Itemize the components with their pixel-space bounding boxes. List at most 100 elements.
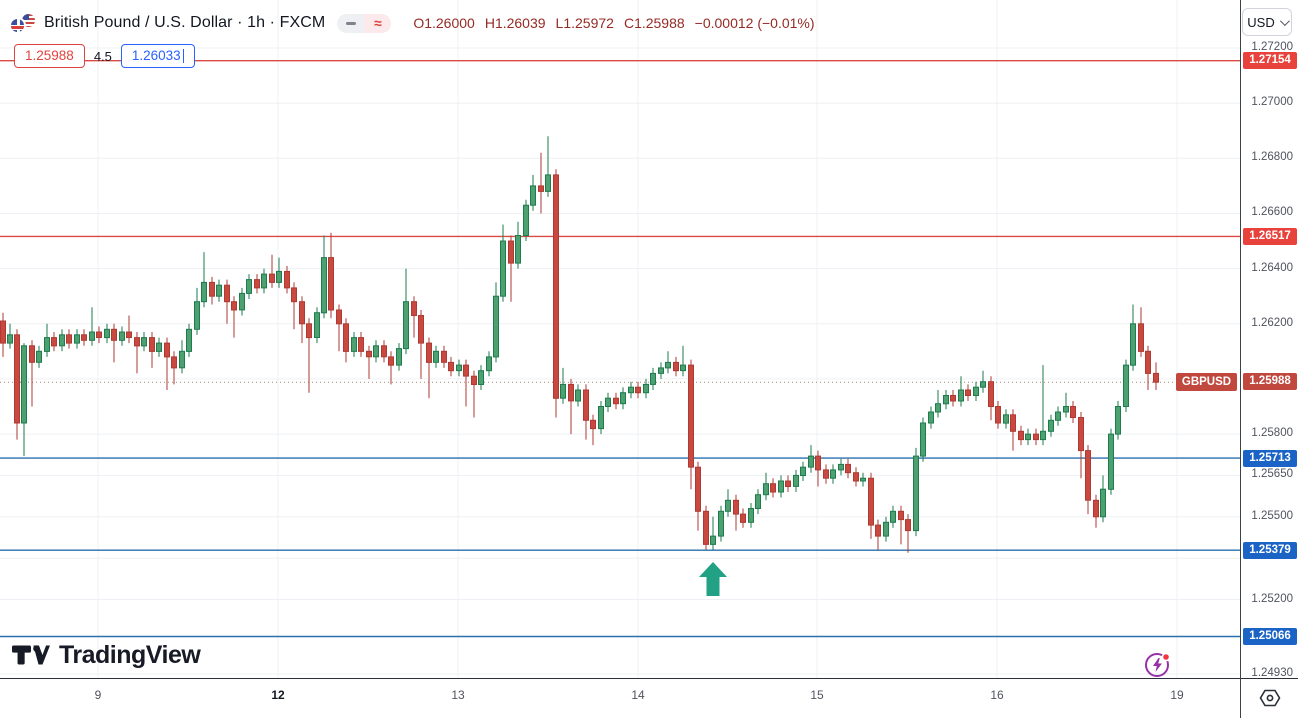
currency-label: USD bbox=[1247, 14, 1275, 30]
buy-signal-arrow-icon[interactable] bbox=[699, 562, 727, 596]
candle-down bbox=[1070, 401, 1076, 423]
candle-up bbox=[935, 390, 941, 418]
chevron-down-icon bbox=[1279, 15, 1290, 26]
candle-up bbox=[1100, 475, 1106, 523]
price-axis-label: 1.27000 bbox=[1251, 96, 1293, 109]
currency-dropdown[interactable]: USD bbox=[1242, 8, 1292, 36]
candle-up bbox=[239, 287, 245, 316]
stop-price-box[interactable]: 1.25988 bbox=[14, 44, 85, 68]
candle-down bbox=[1145, 345, 1151, 390]
ohlc-low: L1.25972 bbox=[555, 15, 614, 31]
price-level-badge[interactable]: 1.25066 bbox=[1243, 627, 1297, 645]
last-price-badge[interactable]: 1.25988 bbox=[1243, 373, 1297, 391]
candle-up bbox=[725, 489, 731, 517]
gb-flag-icon bbox=[10, 18, 25, 33]
candle-down bbox=[1093, 494, 1099, 528]
candle-down bbox=[134, 332, 140, 374]
price-axis-label: 1.25500 bbox=[1251, 509, 1293, 522]
candle-up bbox=[665, 351, 671, 374]
candle-down bbox=[635, 381, 641, 399]
candle-up bbox=[1130, 304, 1136, 371]
candle-up bbox=[44, 323, 50, 357]
candle-down bbox=[463, 359, 469, 407]
candle-down bbox=[1138, 307, 1144, 357]
candle-down bbox=[209, 276, 215, 305]
price-axis-label: 1.26200 bbox=[1251, 316, 1293, 329]
candle-up bbox=[261, 268, 267, 294]
axis-settings-corner[interactable] bbox=[1240, 678, 1298, 718]
minus-icon[interactable] bbox=[337, 13, 365, 33]
candle-down bbox=[381, 340, 387, 363]
candle-down bbox=[224, 279, 230, 324]
candle-down bbox=[868, 472, 874, 539]
candle-down bbox=[1153, 362, 1159, 390]
candle-down bbox=[328, 232, 334, 319]
candle-up bbox=[515, 221, 521, 269]
candle-up bbox=[928, 406, 934, 429]
candle-down bbox=[1033, 428, 1039, 446]
candle-up bbox=[575, 384, 581, 407]
candlestick-chart[interactable] bbox=[0, 0, 1240, 678]
candle-down bbox=[875, 519, 881, 550]
candle-up bbox=[883, 516, 889, 542]
approx-icon[interactable]: ≈ bbox=[364, 13, 392, 33]
candle-up bbox=[1048, 414, 1054, 437]
candle-down bbox=[695, 461, 701, 531]
candle-down bbox=[418, 310, 424, 379]
candle-up bbox=[830, 464, 836, 484]
time-axis[interactable]: 9 12 13 14 15 16 19 bbox=[0, 678, 1298, 718]
candle-down bbox=[306, 318, 312, 393]
candle-up bbox=[186, 323, 192, 357]
candle-up bbox=[478, 365, 484, 390]
price-level-badge[interactable]: 1.27154 bbox=[1243, 52, 1297, 70]
price-level-badge[interactable]: 1.25713 bbox=[1243, 449, 1297, 467]
candle-up bbox=[321, 235, 327, 319]
ohlc-open: O1.26000 bbox=[413, 15, 475, 31]
candle-down bbox=[590, 414, 596, 446]
candle-down bbox=[853, 467, 859, 487]
candle-up bbox=[7, 323, 13, 349]
candle-down bbox=[171, 351, 177, 385]
candle-up bbox=[890, 505, 896, 528]
candle-up bbox=[980, 370, 986, 393]
candle-down bbox=[553, 169, 559, 418]
candle-down bbox=[568, 378, 574, 435]
spread-value: 4.5 bbox=[93, 48, 112, 64]
candle-down bbox=[366, 345, 372, 379]
candle-down bbox=[29, 340, 35, 407]
time-axis-label: 15 bbox=[810, 688, 824, 702]
candle-up bbox=[373, 340, 379, 363]
candle-down bbox=[448, 356, 454, 377]
ticker-chip[interactable]: GBPUSD bbox=[1176, 373, 1237, 392]
candle-up bbox=[21, 343, 27, 457]
candle-up bbox=[493, 282, 499, 363]
candle-down bbox=[965, 384, 971, 401]
limit-price-box[interactable]: 1.26033 bbox=[120, 44, 195, 68]
candle-up bbox=[620, 387, 626, 410]
flash-icon[interactable] bbox=[1143, 649, 1173, 684]
candle-up bbox=[486, 351, 492, 377]
candle-down bbox=[299, 296, 305, 344]
candle-down bbox=[950, 390, 956, 407]
candle-up bbox=[156, 337, 162, 357]
candle-up bbox=[793, 469, 799, 492]
candle-down bbox=[905, 514, 911, 553]
time-axis-label: 16 bbox=[990, 688, 1004, 702]
candle-up bbox=[838, 458, 844, 476]
price-level-badge[interactable]: 1.25379 bbox=[1243, 541, 1297, 559]
price-axis-label: 1.24930 bbox=[1251, 666, 1293, 679]
price-level-badge[interactable]: 1.26517 bbox=[1243, 227, 1297, 245]
candle-down bbox=[823, 464, 829, 484]
ohlc-high: H1.26039 bbox=[484, 15, 546, 31]
time-axis-label: 12 bbox=[271, 688, 285, 702]
candle-down bbox=[426, 337, 432, 399]
tradingview-logo[interactable]: TradingView bbox=[12, 640, 201, 670]
price-axis-label: 1.27200 bbox=[1251, 41, 1293, 53]
candle-up bbox=[36, 345, 42, 368]
candle-down bbox=[111, 323, 117, 363]
price-axis[interactable]: 1.27200 1.27000 1.26800 1.26600 1.26400 1.262… bbox=[1240, 0, 1298, 679]
candle-up bbox=[59, 329, 65, 352]
candle-up bbox=[246, 274, 252, 299]
symbol-title[interactable]: British Pound / U.S. Dollar · 1h · FXCM bbox=[44, 14, 326, 31]
order-price-boxes: 1.25988 4.5 1.26033 bbox=[14, 44, 195, 68]
